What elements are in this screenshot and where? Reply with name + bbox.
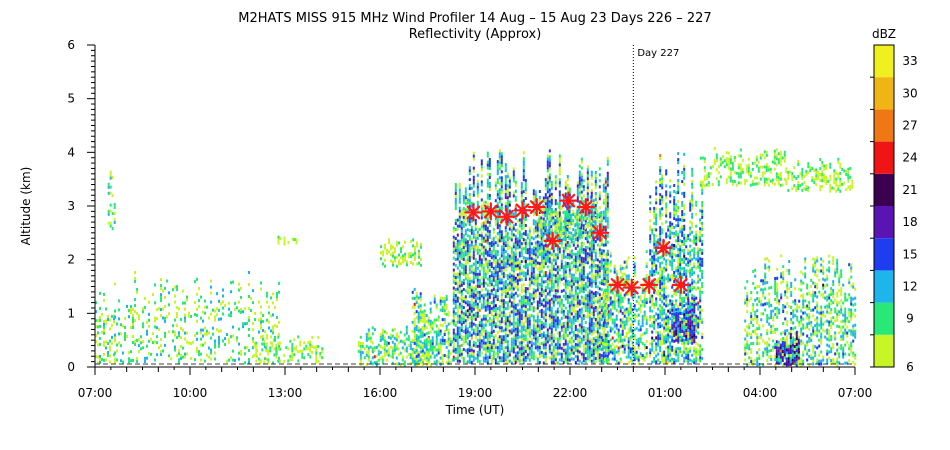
echo-top-marker — [671, 275, 690, 294]
echo-top-marker — [481, 202, 500, 221]
colorbar-segment — [874, 270, 894, 303]
colorbar-segment — [874, 141, 894, 174]
day-marker-label: Day 227 — [637, 48, 679, 59]
colorbar-segment — [874, 334, 894, 367]
echo-top-marker — [497, 207, 516, 226]
x-tick-label: 16:00 — [363, 386, 398, 400]
colorbar-tick-label: 33 — [902, 54, 917, 68]
echo-top-marker — [464, 203, 483, 222]
y-tick-label: 0 — [67, 360, 75, 374]
echo-top-marker — [622, 278, 641, 297]
x-tick-label: 10:00 — [173, 386, 208, 400]
colorbar-segment — [874, 302, 894, 335]
colorbar-tick-label: 24 — [902, 151, 917, 165]
echo-region — [277, 235, 298, 246]
colorbar-tick-label: 27 — [902, 119, 917, 133]
colorbar-tick-label: 6 — [906, 360, 914, 374]
echo-top-marker — [513, 201, 532, 220]
echo-top-marker — [654, 238, 673, 257]
colorbar: 6 9 12 15 18 21 24 27 30 33 — [870, 44, 918, 374]
x-tick-label: 19:00 — [458, 386, 493, 400]
y-tick-label: 4 — [67, 145, 75, 159]
colorbar-segment — [874, 173, 894, 206]
colorbar-segment — [874, 238, 894, 271]
marker-layer — [464, 191, 690, 297]
echo-top-marker — [559, 191, 578, 210]
y-tick-label: 1 — [67, 306, 75, 320]
echo-region — [671, 298, 696, 343]
x-tick-label: 07:00 — [78, 386, 113, 400]
echo-region — [452, 149, 609, 365]
colorbar-title: dBZ — [872, 27, 896, 41]
echo-region — [411, 287, 454, 366]
colorbar-segment — [874, 77, 894, 110]
y-tick-label: 6 — [67, 38, 75, 52]
echo-top-marker — [576, 197, 595, 217]
echo-top-marker — [527, 197, 546, 217]
colorbar-segment — [874, 109, 894, 142]
colorbar-segment — [874, 206, 894, 239]
colorbar-tick-label: 15 — [902, 247, 917, 261]
colorbar-tick-label: 9 — [906, 312, 914, 326]
reflectivity-field — [95, 147, 857, 368]
y-tick-label: 5 — [67, 92, 75, 106]
echo-region — [380, 238, 422, 268]
x-tick-label: 01:00 — [648, 386, 683, 400]
y-axis-label: Altitude (km) — [19, 167, 33, 246]
echo-region — [785, 157, 854, 193]
echo-region — [601, 250, 648, 365]
echo-region — [107, 170, 116, 231]
echo-region — [357, 325, 438, 367]
x-tick-label: 13:00 — [268, 386, 303, 400]
y-tick-label: 2 — [67, 253, 75, 267]
echo-region — [744, 254, 857, 368]
colorbar-tick-label: 21 — [902, 183, 917, 197]
x-tick-label: 07:00 — [838, 386, 873, 400]
colorbar-tick-label: 30 — [902, 86, 917, 100]
plot-axes: 0 1 2 3 4 5 6 07:00 10:00 13:00 16:00 19:00 22:00 01:… — [67, 38, 872, 400]
colorbar-tick-label: 12 — [902, 280, 917, 294]
echo-top-marker — [608, 275, 627, 294]
echo-region — [253, 335, 324, 365]
x-axis-label: Time (UT) — [445, 403, 505, 417]
echo-region — [538, 195, 603, 242]
echo-top-marker — [590, 223, 610, 242]
colorbar-tick-label: 18 — [902, 215, 917, 229]
echo-top-marker — [640, 275, 659, 294]
chart-title: M2HATS MISS 915 MHz Wind Profiler 14 Aug… — [238, 11, 711, 26]
x-tick-label: 04:00 — [743, 386, 778, 400]
echo-top-marker — [543, 231, 562, 250]
echo-region — [114, 271, 280, 365]
echo-region — [699, 147, 786, 188]
chart-subtitle: Reflectivity (Approx) — [409, 27, 542, 42]
colorbar-segment — [874, 45, 894, 78]
x-tick-label: 22:00 — [553, 386, 588, 400]
echo-region — [775, 330, 800, 368]
echo-region — [95, 291, 115, 365]
y-tick-label: 3 — [67, 199, 75, 213]
